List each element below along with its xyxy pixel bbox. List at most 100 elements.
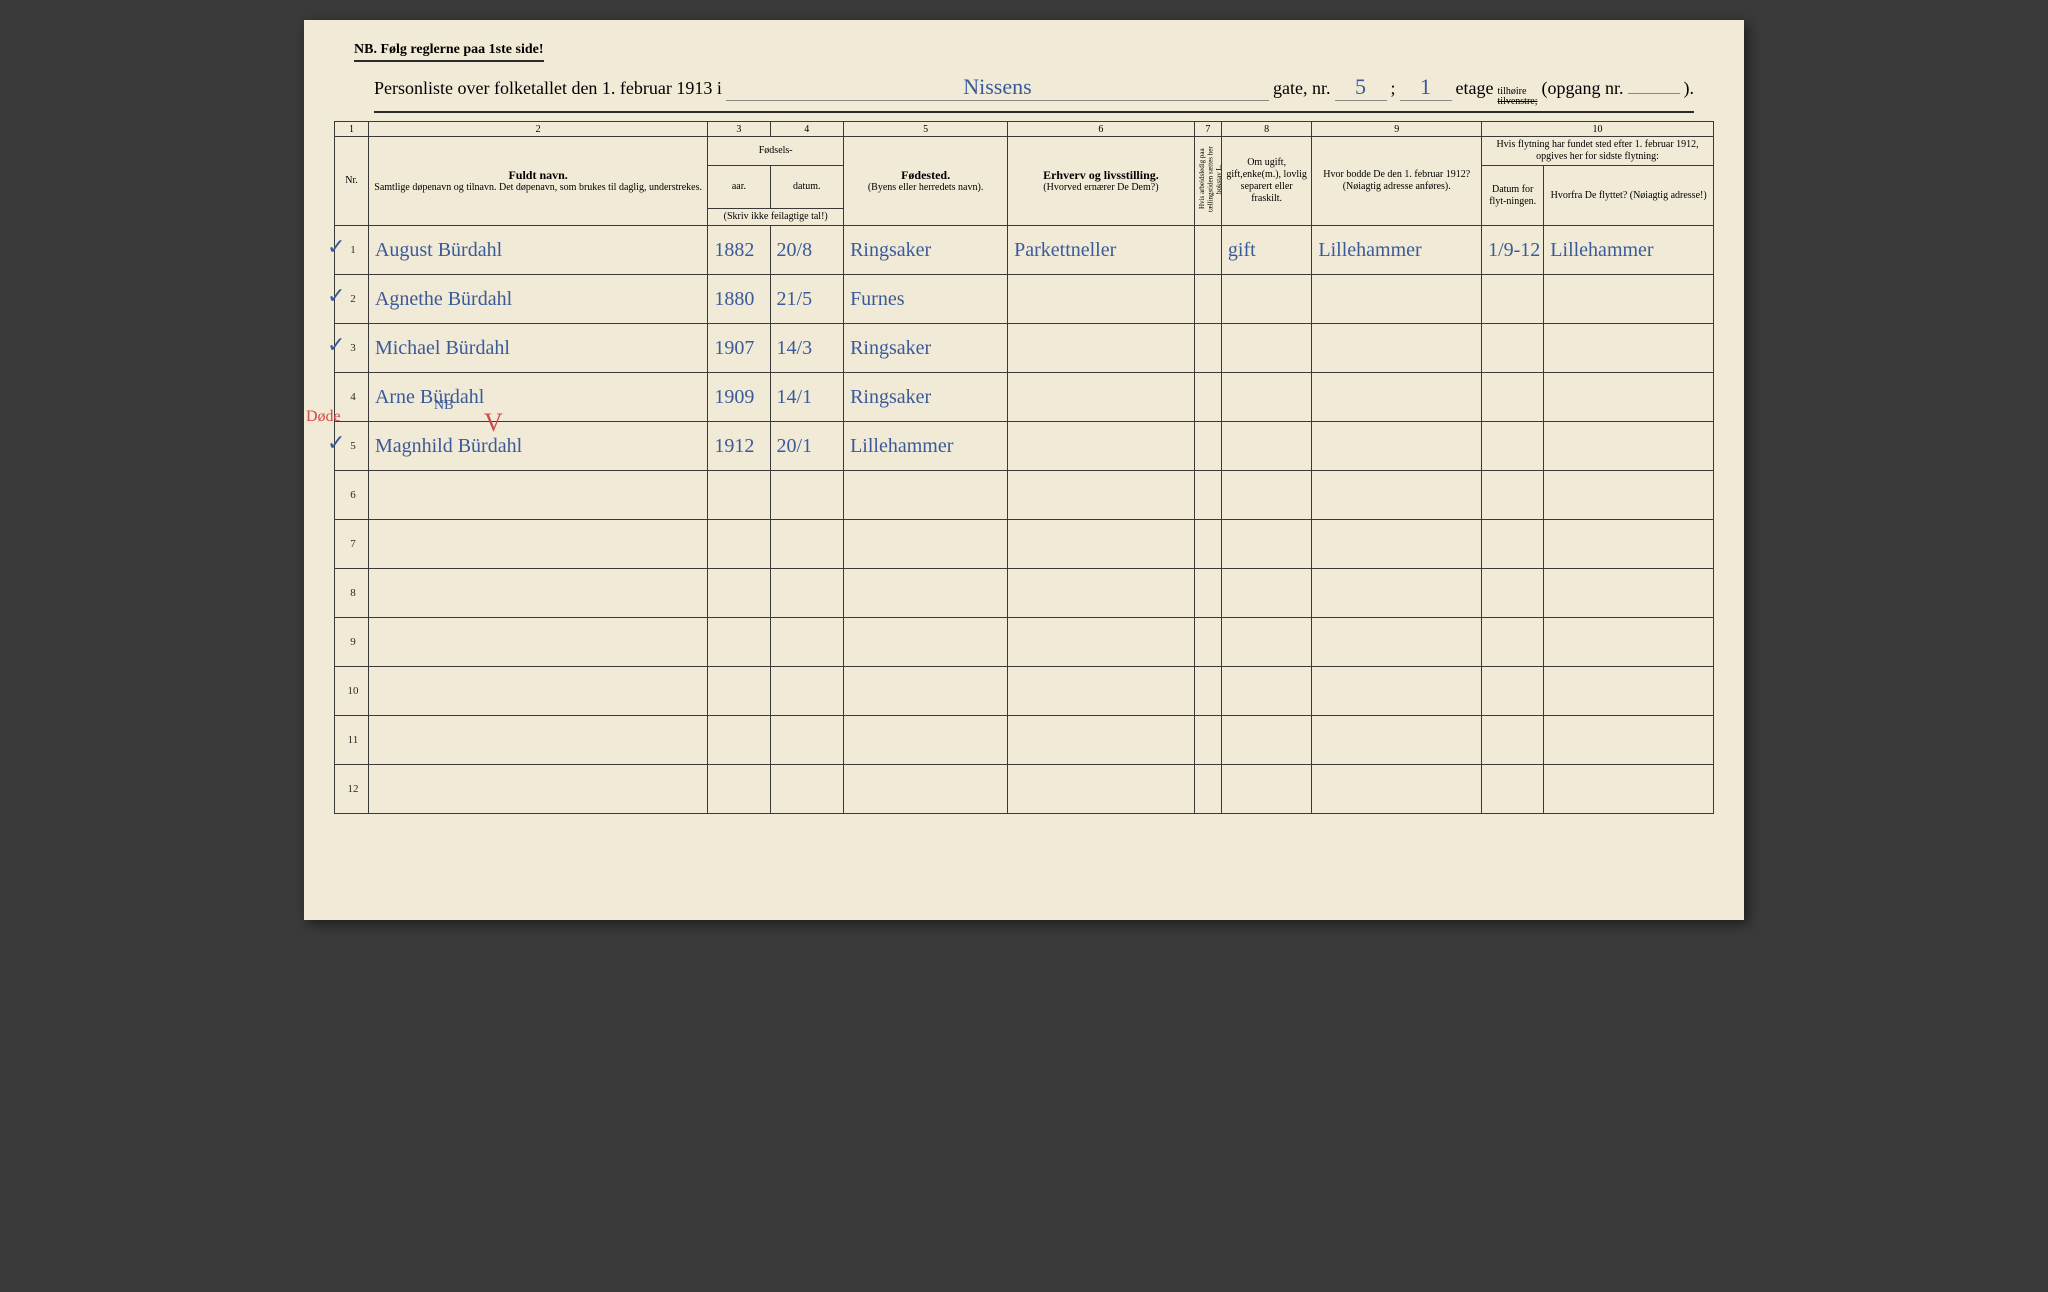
row-number: ✓2 <box>335 275 369 324</box>
cell-movedate <box>1482 520 1544 569</box>
cell-date <box>770 471 844 520</box>
semicolon: ; <box>1391 78 1396 99</box>
cell-movedate <box>1482 471 1544 520</box>
nb-instruction: NB. Følg reglerne paa 1ste side! <box>354 42 544 62</box>
cell-marital <box>1221 618 1312 667</box>
cell-movedate <box>1482 422 1544 471</box>
cell-col7 <box>1194 765 1221 814</box>
cell-occupation <box>1008 520 1195 569</box>
table-header: 1 2 3 4 5 6 7 8 9 10 Nr. Fuldt navn. Sam… <box>335 122 1714 226</box>
cell-year <box>708 471 770 520</box>
census-form-page: NB. Følg reglerne paa 1ste side! Personl… <box>304 20 1744 920</box>
cell-occupation <box>1008 422 1195 471</box>
table-row: 6 <box>335 471 1714 520</box>
row-number: 11 <box>335 716 369 765</box>
checkmark: ✓ <box>327 430 345 456</box>
cell-col7 <box>1194 471 1221 520</box>
table-row: 12 <box>335 765 1714 814</box>
row-number: 8 <box>335 569 369 618</box>
cell-marital <box>1221 471 1312 520</box>
cell-col7 <box>1194 716 1221 765</box>
form-header: Personliste over folketallet den 1. febr… <box>374 74 1694 113</box>
table-row: 11 <box>335 716 1714 765</box>
tilhoire-box: tilhøire tilvenstre; <box>1498 87 1538 107</box>
cell-movefrom <box>1544 520 1714 569</box>
cell-marital <box>1221 765 1312 814</box>
gate-nr-fill: 5 <box>1335 74 1387 101</box>
table-row: ✓5Magnhild Bürdahl191220/1Lillehammer <box>335 422 1714 471</box>
cell-name <box>368 471 707 520</box>
cell-prevaddr <box>1312 422 1482 471</box>
cell-col7 <box>1194 569 1221 618</box>
cell-date <box>770 716 844 765</box>
row-number: 10 <box>335 667 369 716</box>
cell-prevaddr <box>1312 520 1482 569</box>
cell-movefrom <box>1544 373 1714 422</box>
cell-birthplace: Ringsaker <box>844 373 1008 422</box>
table-row: 10 <box>335 667 1714 716</box>
cell-birthplace: Ringsaker <box>844 226 1008 275</box>
cell-year <box>708 716 770 765</box>
cell-prevaddr <box>1312 765 1482 814</box>
hdr-movedate: Datum for flyt-ningen. <box>1482 166 1544 226</box>
cell-col7 <box>1194 422 1221 471</box>
cell-movefrom <box>1544 324 1714 373</box>
cell-name <box>368 569 707 618</box>
cell-movedate <box>1482 275 1544 324</box>
cell-name <box>368 765 707 814</box>
cell-col7 <box>1194 226 1221 275</box>
cell-movefrom <box>1544 765 1714 814</box>
hdr-datum: datum. <box>770 166 844 209</box>
cell-occupation <box>1008 716 1195 765</box>
cell-occupation <box>1008 618 1195 667</box>
cell-movedate <box>1482 569 1544 618</box>
table-row: 9 <box>335 618 1714 667</box>
cell-date <box>770 765 844 814</box>
table-row: ✓3Michael Bürdahl190714/3Ringsaker <box>335 324 1714 373</box>
hdr-marital: Om ugift, gift,enke(m.), lovlig separert… <box>1221 137 1312 226</box>
cell-birthplace <box>844 471 1008 520</box>
cell-year <box>708 618 770 667</box>
cell-birthplace: Lillehammer <box>844 422 1008 471</box>
cell-year <box>708 520 770 569</box>
cell-movefrom <box>1544 471 1714 520</box>
hdr-movefrom: Hvorfra De flyttet? (Nøiagtig adresse!) <box>1544 166 1714 226</box>
hdr-prevaddr: Hvor bodde De den 1. februar 1912? (Nøia… <box>1312 137 1482 226</box>
cell-marital <box>1221 422 1312 471</box>
hdr-aar: aar. <box>708 166 770 209</box>
hdr-name-sub: Samtlige døpenavn og tilnavn. Det døpena… <box>372 182 704 194</box>
opgang-label: (opgang nr. <box>1542 78 1624 99</box>
cell-marital <box>1221 569 1312 618</box>
cell-occupation <box>1008 324 1195 373</box>
cell-occupation <box>1008 569 1195 618</box>
colnum-9: 9 <box>1312 122 1482 137</box>
cell-col7 <box>1194 275 1221 324</box>
cell-movedate <box>1482 716 1544 765</box>
cell-movedate <box>1482 667 1544 716</box>
colnum-6: 6 <box>1008 122 1195 137</box>
cell-date: 21/5 <box>770 275 844 324</box>
hdr-fodested-bold: Fødested. <box>847 168 1004 182</box>
margin-note-v: V <box>484 408 503 438</box>
cell-occupation <box>1008 471 1195 520</box>
colnum-2: 2 <box>368 122 707 137</box>
row-number: ✓1 <box>335 226 369 275</box>
cell-prevaddr <box>1312 275 1482 324</box>
colnum-3: 3 <box>708 122 770 137</box>
cell-movefrom <box>1544 667 1714 716</box>
cell-movefrom <box>1544 569 1714 618</box>
etage-label: etage <box>1456 78 1494 99</box>
hdr-erhverv-sub: (Hvorved ernærer De Dem?) <box>1011 182 1191 194</box>
cell-occupation <box>1008 667 1195 716</box>
cell-marital <box>1221 373 1312 422</box>
cell-movedate <box>1482 324 1544 373</box>
cell-movedate <box>1482 373 1544 422</box>
cell-prevaddr <box>1312 569 1482 618</box>
cell-col7 <box>1194 324 1221 373</box>
cell-name <box>368 667 707 716</box>
hdr-fodested-sub: (Byens eller herredets navn). <box>847 182 1004 194</box>
cell-movefrom: Lillehammer <box>1544 226 1714 275</box>
census-table: 1 2 3 4 5 6 7 8 9 10 Nr. Fuldt navn. Sam… <box>334 121 1714 814</box>
cell-movefrom <box>1544 618 1714 667</box>
cell-name: August Bürdahl <box>368 226 707 275</box>
